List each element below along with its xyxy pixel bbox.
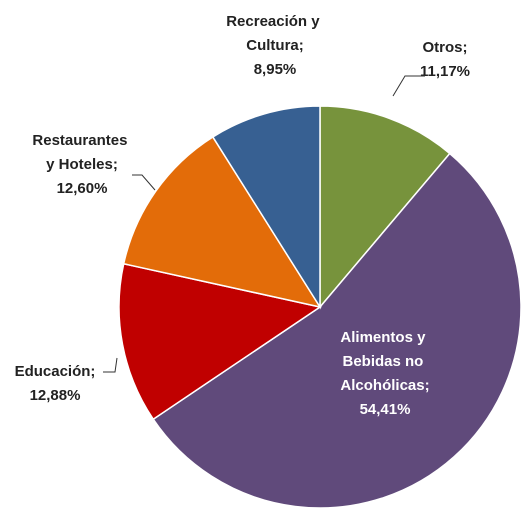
pie-slice — [211, 105, 321, 310]
leader-line — [132, 174, 156, 191]
slice-label: Otros; — [423, 39, 468, 56]
pie-slice — [122, 135, 322, 309]
slice-value-label: 12,88% — [30, 387, 81, 404]
slice-value-label: 8,95% — [254, 61, 297, 78]
slice-label: Educación; — [15, 363, 96, 380]
pie-slice — [118, 262, 322, 421]
slice-value-label: 54,41% — [360, 401, 411, 418]
slice-value-label: 12,60% — [57, 180, 108, 197]
leader-line — [103, 357, 118, 373]
slice-value-label: 11,17% — [420, 63, 470, 80]
pie-slice — [319, 105, 451, 310]
slice-label: Recreación y Cultura; — [226, 13, 324, 54]
slice-label: Restaurantes y Hoteles; — [32, 132, 131, 173]
leader-line — [392, 75, 425, 97]
slice-label: Alimentos y Bebidas no Alcohólicas; — [340, 329, 429, 394]
pie-slice — [152, 152, 521, 509]
